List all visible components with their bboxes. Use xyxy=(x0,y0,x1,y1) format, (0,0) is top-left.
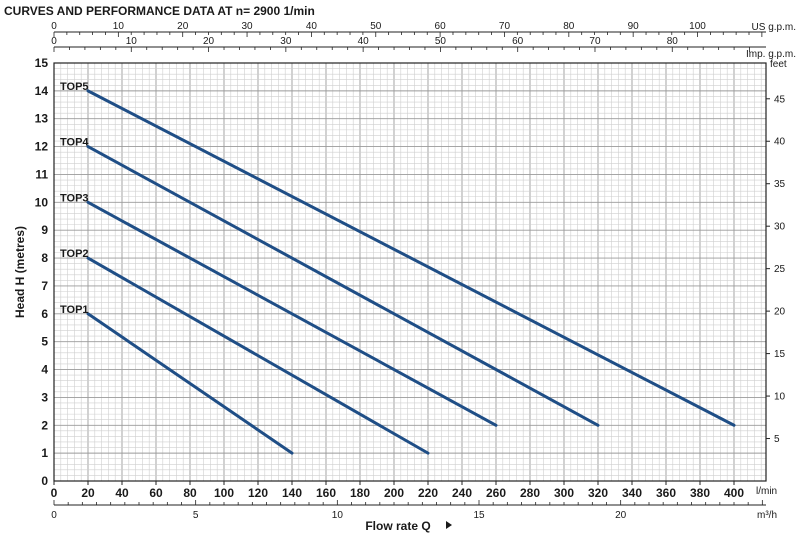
y-tick-label: 6 xyxy=(41,307,48,321)
y-tick-label: 15 xyxy=(35,56,49,70)
x-tick-label: 280 xyxy=(520,486,540,500)
x-tick-label: 20 xyxy=(81,486,95,500)
x-tick-label: 0 xyxy=(51,486,58,500)
feet-tick-label: 15 xyxy=(774,349,786,360)
series-line-top2 xyxy=(86,256,430,455)
feet-tick-label: 45 xyxy=(774,94,786,105)
feet-tick-labels: 5 10 15 20 25 30 35 40 45 xyxy=(766,94,786,445)
x-tick-label: 180 xyxy=(350,486,370,500)
imp-gpm-tick-label: 10 xyxy=(126,36,138,47)
x-tick-label: 260 xyxy=(486,486,506,500)
x-tick-label: 160 xyxy=(316,486,336,500)
x-tick-label: 400 xyxy=(724,486,744,500)
m3h-tick-label: 15 xyxy=(473,510,485,521)
x-tick-label: 120 xyxy=(248,486,268,500)
feet-tick-label: 40 xyxy=(774,137,786,148)
imp-gpm-tick-label: 50 xyxy=(435,36,447,47)
y-tick-label: 3 xyxy=(41,390,48,404)
feet-tick-label: 25 xyxy=(774,264,786,275)
x-tick-label: 300 xyxy=(554,486,574,500)
imp-gpm-tick-label: 30 xyxy=(280,36,292,47)
x-tick-label: 40 xyxy=(115,486,129,500)
x-tick-label: 360 xyxy=(656,486,676,500)
us-gpm-tick-label: 10 xyxy=(113,21,125,32)
y-tick-label: 5 xyxy=(41,335,48,349)
us-gpm-tick-label: 20 xyxy=(177,21,189,32)
feet-tick-label: 10 xyxy=(774,392,786,403)
y-axis-label: Head H (metres) xyxy=(13,226,27,318)
series-group: TOP1 TOP2 TOP3 TOP4 TOP5 xyxy=(60,81,736,455)
series-label-top4: TOP4 xyxy=(60,137,89,149)
imp-gpm-tick-label: 40 xyxy=(358,36,370,47)
y-tick-label: 2 xyxy=(41,418,48,432)
x-tick-label: 380 xyxy=(690,486,710,500)
us-gpm-axis-unit: US g.p.m. xyxy=(752,22,796,33)
x-tick-label: 100 xyxy=(214,486,234,500)
us-gpm-tick-label: 70 xyxy=(499,21,511,32)
us-gpm-tick-label: 40 xyxy=(306,21,318,32)
feet-tick-label: 30 xyxy=(774,222,786,233)
y-tick-label: 1 xyxy=(41,446,48,460)
us-gpm-tick-label: 80 xyxy=(563,21,575,32)
x-tick-label: 320 xyxy=(588,486,608,500)
x-axis-label: Flow rate Q xyxy=(365,519,430,533)
series-line-top3 xyxy=(86,200,498,427)
x-tick-label: 240 xyxy=(452,486,472,500)
y-tick-label: 14 xyxy=(35,84,49,98)
m3h-axis: 0 5 10 15 20 xyxy=(51,500,766,521)
us-gpm-tick-label: 100 xyxy=(689,21,706,32)
x-axis-arrow-icon xyxy=(446,521,452,529)
feet-tick-label: 5 xyxy=(774,434,780,445)
imp-gpm-tick-label: 20 xyxy=(203,36,215,47)
us-gpm-tick-label: 30 xyxy=(241,21,253,32)
imp-gpm-tick-label: 80 xyxy=(667,36,679,47)
feet-tick-label: 20 xyxy=(774,307,786,318)
m3h-tick-label: 0 xyxy=(51,510,57,521)
m3h-tick-label: 20 xyxy=(615,510,627,521)
y-tick-label: 4 xyxy=(41,363,48,377)
series-label-top5: TOP5 xyxy=(60,81,89,93)
x-axis-unit: l/min xyxy=(756,486,777,497)
y-tick-label: 11 xyxy=(35,167,48,181)
feet-axis-unit: feet xyxy=(770,59,787,70)
series-label-top1: TOP1 xyxy=(60,304,89,316)
y-tick-label: 10 xyxy=(35,195,49,209)
y-tick-label: 8 xyxy=(41,251,48,265)
imp-gpm-tick-label: 60 xyxy=(512,36,524,47)
imp-gpm-tick-label: 0 xyxy=(51,36,57,47)
plot-frame xyxy=(53,62,767,482)
series-line-top5 xyxy=(86,89,736,427)
m3h-tick-label: 10 xyxy=(332,510,344,521)
series-line-top1 xyxy=(86,312,294,455)
x-tick-label: 60 xyxy=(149,486,163,500)
us-gpm-tick-label: 0 xyxy=(51,21,57,32)
us-gpm-tick-label: 90 xyxy=(628,21,640,32)
x-tick-labels: 0 20 40 60 80 100 120 140 160 180 200 220 240 260 280 3… xyxy=(51,481,744,500)
y-tick-label: 0 xyxy=(41,474,48,488)
us-gpm-tick-label: 50 xyxy=(370,21,382,32)
m3h-axis-unit: m³/h xyxy=(757,510,777,521)
y-tick-label: 12 xyxy=(35,140,49,154)
us-gpm-tick-label: 60 xyxy=(435,21,447,32)
x-tick-label: 340 xyxy=(622,486,642,500)
y-tick-label: 13 xyxy=(35,112,49,126)
m3h-tick-label: 5 xyxy=(193,510,199,521)
feet-tick-label: 35 xyxy=(774,179,786,190)
x-tick-label: 200 xyxy=(384,486,404,500)
y-tick-label: 9 xyxy=(41,223,48,237)
chart-title: CURVES AND PERFORMANCE DATA AT n= 2900 1… xyxy=(4,4,315,18)
x-tick-label: 220 xyxy=(418,486,438,500)
imp-gpm-tick-label: 70 xyxy=(589,36,601,47)
series-label-top2: TOP2 xyxy=(60,248,89,260)
imp-gpm-axis-unit: Imp. g.p.m. xyxy=(746,49,796,60)
series-label-top3: TOP3 xyxy=(60,192,89,204)
x-tick-label: 140 xyxy=(282,486,302,500)
y-tick-label: 7 xyxy=(41,279,48,293)
series-line-top4 xyxy=(86,145,600,427)
x-tick-label: 80 xyxy=(183,486,197,500)
